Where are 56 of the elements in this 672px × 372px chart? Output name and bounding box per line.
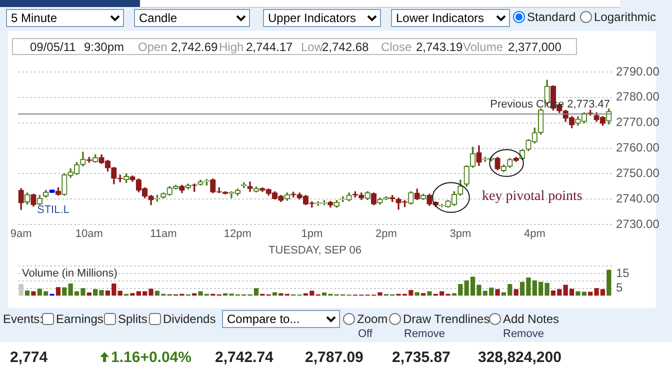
text: 2,743.19 <box>416 40 463 54</box>
y-tick-label: 2780.00 <box>616 90 660 104</box>
text: Zoom <box>357 312 388 326</box>
text: 2,744.17 <box>246 40 293 54</box>
text: 2,742.68 <box>322 40 369 54</box>
x-tick-label: 3pm <box>450 228 472 240</box>
text: 2,774 <box>10 349 48 366</box>
y-tick-label: 2790.00 <box>616 64 660 78</box>
text: Open <box>138 40 168 54</box>
text: Logarithmic <box>594 10 656 24</box>
y-tick-label: 2740.00 <box>616 191 660 206</box>
text: 2,742.74 <box>215 349 274 366</box>
y-tick-label: 2730.00 <box>616 216 660 231</box>
text: 2,735.87 <box>392 349 450 366</box>
y-tick-label: 2750.00 <box>616 166 660 180</box>
text: 2,787.09 <box>305 349 364 366</box>
text: Low <box>301 40 324 54</box>
text: Events: <box>3 312 44 326</box>
text: Close <box>381 40 412 54</box>
x-tick-label: 1pm <box>301 228 323 240</box>
y-tick-label: 2770.00 <box>616 115 660 130</box>
text: Compare to... <box>222 310 340 328</box>
annotation: key pivotal points <box>482 189 582 205</box>
text: Earnings <box>56 312 104 326</box>
text: Draw Trendlines <box>403 312 490 326</box>
y-tick-label: 15 <box>616 266 630 280</box>
chart-title: Volume (in Millions) <box>22 268 118 280</box>
text: Candle <box>134 9 250 27</box>
y-tick-label: 2760.00 <box>616 140 660 155</box>
x-axis-title: TUESDAY, SEP 06 <box>268 244 362 256</box>
y-tick-label: 5 <box>616 280 623 295</box>
text: Remove <box>404 328 445 340</box>
text: Lower Indicators <box>391 9 510 27</box>
text: 2,377,000 <box>508 40 562 54</box>
text: 9:30pm <box>84 40 124 54</box>
text: 5 Minute <box>6 9 124 27</box>
annotation: STIL.L <box>37 204 70 216</box>
text: 328,824,200 <box>478 349 562 366</box>
text: High <box>219 40 244 54</box>
text: Standard <box>527 10 576 24</box>
text: 09/05/11 <box>30 40 76 54</box>
text: Off <box>358 328 372 340</box>
text: 1.16+0.04% <box>111 349 192 366</box>
x-tick-label: 10am <box>75 228 103 240</box>
x-tick-label: 4pm <box>524 228 546 240</box>
text: Remove <box>503 328 544 340</box>
x-tick-label: 9am <box>10 228 32 240</box>
x-tick-label: 11am <box>150 228 177 240</box>
x-tick-label: 12pm <box>224 228 252 240</box>
text: Splits <box>118 312 148 326</box>
text: Upper Indicators <box>263 9 381 27</box>
text: 2,742.69 <box>171 40 218 54</box>
text: Dividends <box>163 312 216 326</box>
text: Add Notes <box>503 312 560 326</box>
x-tick-label: 2pm <box>375 228 397 240</box>
text: Volume <box>463 40 504 54</box>
